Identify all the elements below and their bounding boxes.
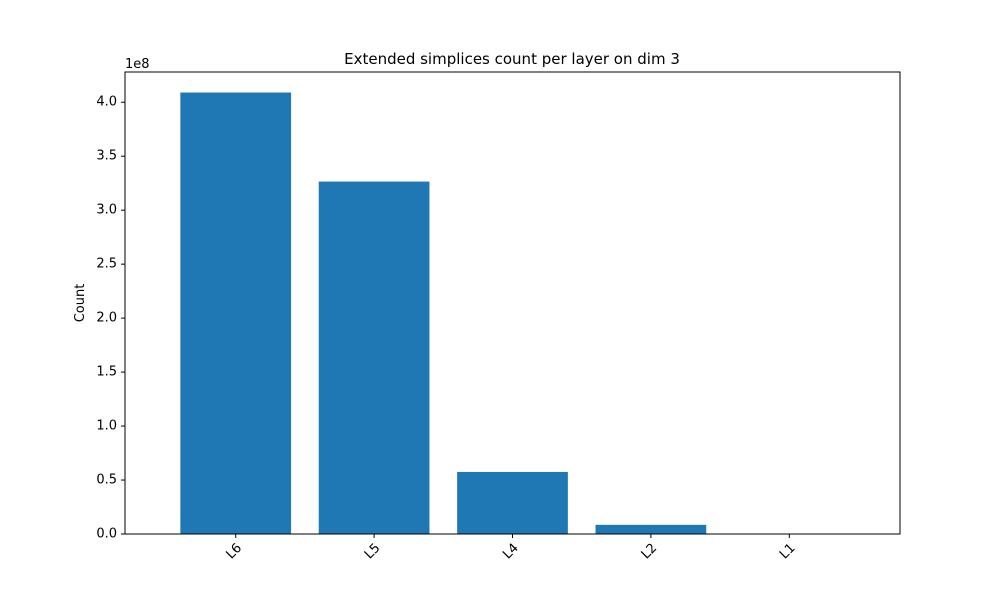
y-tick-label: 1.0 — [96, 419, 117, 434]
y-tick-label: 0.0 — [96, 527, 117, 542]
x-tick-label: L6 — [223, 541, 245, 563]
y-tick-label: 2.5 — [96, 257, 117, 272]
bars-group — [180, 92, 845, 535]
x-axis-ticks: L6 L5 L4 L2 L1 — [223, 534, 799, 563]
x-tick-label: L1 — [777, 541, 799, 563]
y-axis-ticks: 0.0 0.5 1.0 1.5 2.0 2.5 3.0 3.5 4.0 — [96, 95, 125, 542]
y-tick-label: 4.0 — [96, 95, 117, 110]
chart-title: Extended simplices count per layer on di… — [344, 50, 680, 68]
x-tick-label: L2 — [639, 541, 661, 563]
plot-frame — [124, 71, 901, 535]
y-tick-label: 0.5 — [96, 473, 117, 488]
y-tick-label: 3.0 — [96, 203, 117, 218]
y-axis-offset-label: 1e8 — [125, 57, 150, 72]
y-tick-label: 2.0 — [96, 311, 117, 326]
bar-l4 — [457, 471, 568, 534]
x-tick-label: L4 — [500, 541, 522, 563]
bar-l6 — [180, 92, 292, 535]
y-axis-label: Count — [73, 284, 88, 323]
bar-l2 — [595, 524, 707, 534]
y-tick-label: 3.5 — [96, 149, 117, 164]
y-tick-label: 1.5 — [96, 365, 117, 380]
bar-l5 — [318, 181, 430, 534]
x-tick-label: L5 — [362, 541, 384, 563]
